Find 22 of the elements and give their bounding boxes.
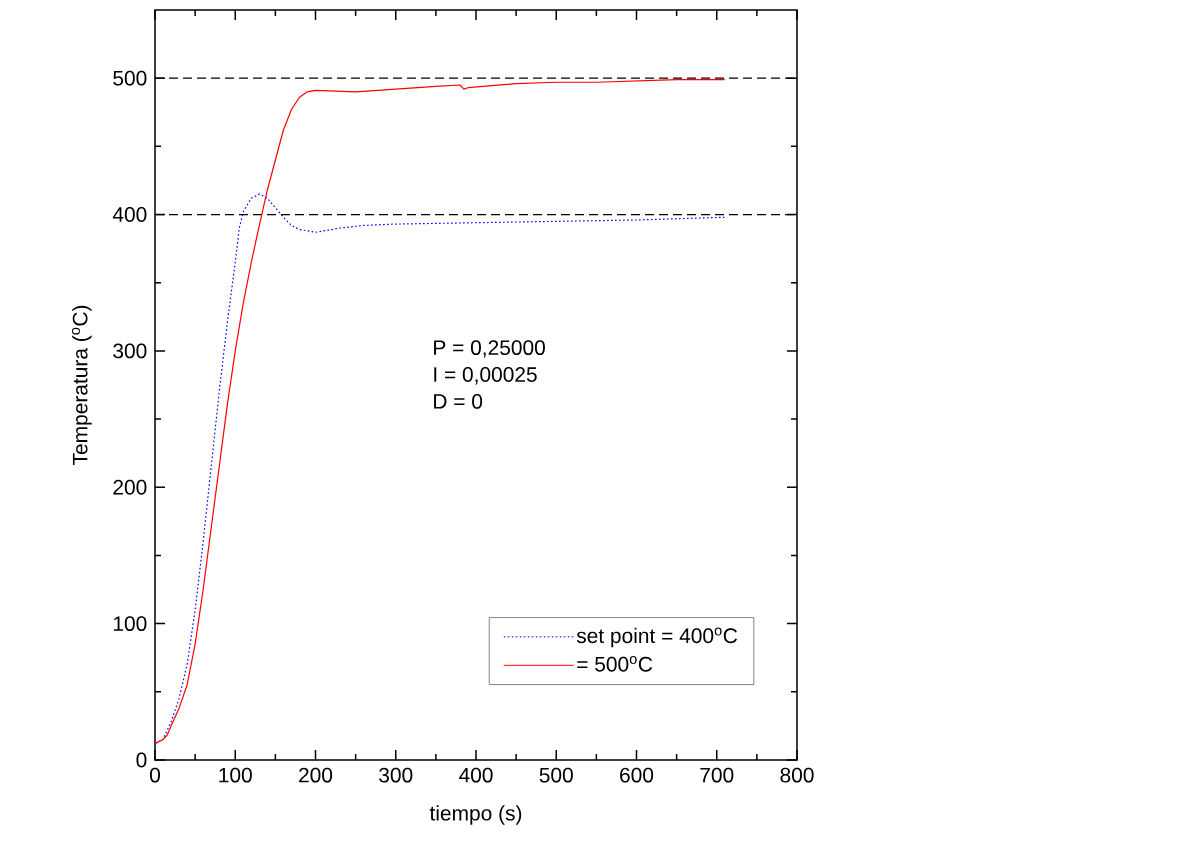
x-tick-label: 500 [539, 767, 573, 783]
x-tick-label: 600 [620, 767, 654, 783]
x-axis-title: tiempo (s) [429, 805, 522, 825]
y-tick-label: 300 [113, 343, 147, 359]
x-tick-label: 700 [700, 767, 734, 783]
x-tick-label: 800 [780, 767, 814, 783]
x-tick-label: 200 [299, 767, 333, 783]
x-tick-label: 0 [150, 767, 160, 783]
x-tick-label: 300 [379, 767, 413, 783]
y-tick-label: 0 [136, 752, 147, 768]
x-tick-label: 400 [459, 767, 493, 783]
x-tick-label: 100 [219, 767, 252, 783]
annotation: P = 0,25000 [434, 340, 545, 358]
y-axis-title: Temperatura ($^{o}$C) [71, 305, 92, 465]
y-tick-label: 500 [113, 70, 147, 86]
annotation: D = 0 [434, 394, 483, 409]
y-tick-label: 200 [113, 479, 147, 495]
legend-label: set point = 400$^{o}$C [576, 627, 738, 648]
y-tick-label: 400 [112, 207, 147, 222]
legend-label: = 500$^{o}$C [577, 656, 653, 672]
y-tick-label: 100 [113, 616, 147, 632]
annotation: I = 0,00025 [434, 367, 537, 385]
